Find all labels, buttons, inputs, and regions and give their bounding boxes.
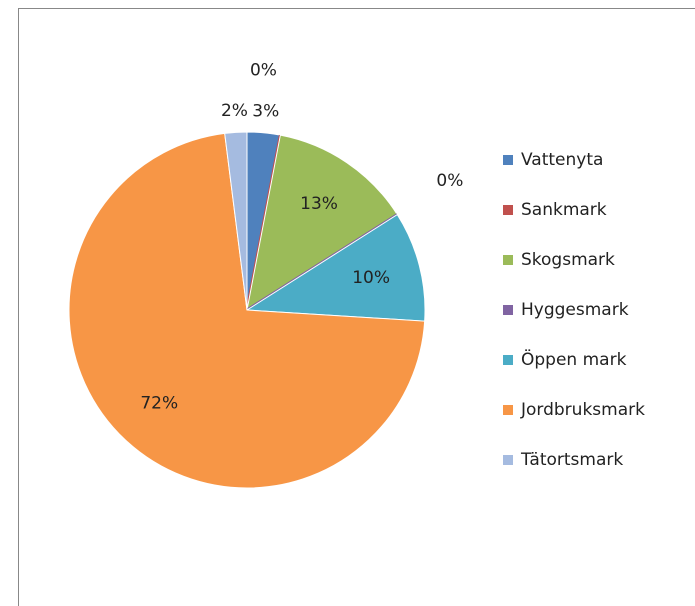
data-label: 10% <box>352 268 390 288</box>
data-label: 0% <box>250 60 277 80</box>
legend: Vattenyta Sankmark Skogsmark Hyggesmark Öppe… <box>503 150 645 470</box>
pie-slice <box>68 132 426 489</box>
data-label: 72% <box>140 393 178 413</box>
pie-slice <box>245 213 426 322</box>
legend-label: Jordbruksmark <box>520 400 645 420</box>
legend-marker <box>503 455 513 465</box>
legend-label: Sankmark <box>521 200 607 220</box>
legend-marker <box>503 205 513 215</box>
legend-label: Vattenyta <box>521 150 603 170</box>
data-labels: 3% 0% 13% 0% 10% 72% 2% <box>140 60 463 413</box>
data-label: 0% <box>436 171 463 191</box>
legend-marker <box>503 405 513 415</box>
legend-marker <box>503 255 513 265</box>
legend-label: Hyggesmark <box>521 300 629 320</box>
legend-marker <box>503 155 513 165</box>
pie-slice <box>246 134 398 312</box>
data-label: 13% <box>300 194 338 214</box>
legend-label: Öppen mark <box>521 348 627 370</box>
pie-slice <box>224 131 248 311</box>
pie <box>68 131 426 489</box>
data-label: 3% <box>252 102 279 122</box>
legend-label: Tätortsmark <box>520 450 623 470</box>
legend-label: Skogsmark <box>521 250 615 270</box>
data-label: 2% <box>221 101 248 121</box>
legend-marker <box>503 305 513 315</box>
legend-marker <box>503 355 513 365</box>
